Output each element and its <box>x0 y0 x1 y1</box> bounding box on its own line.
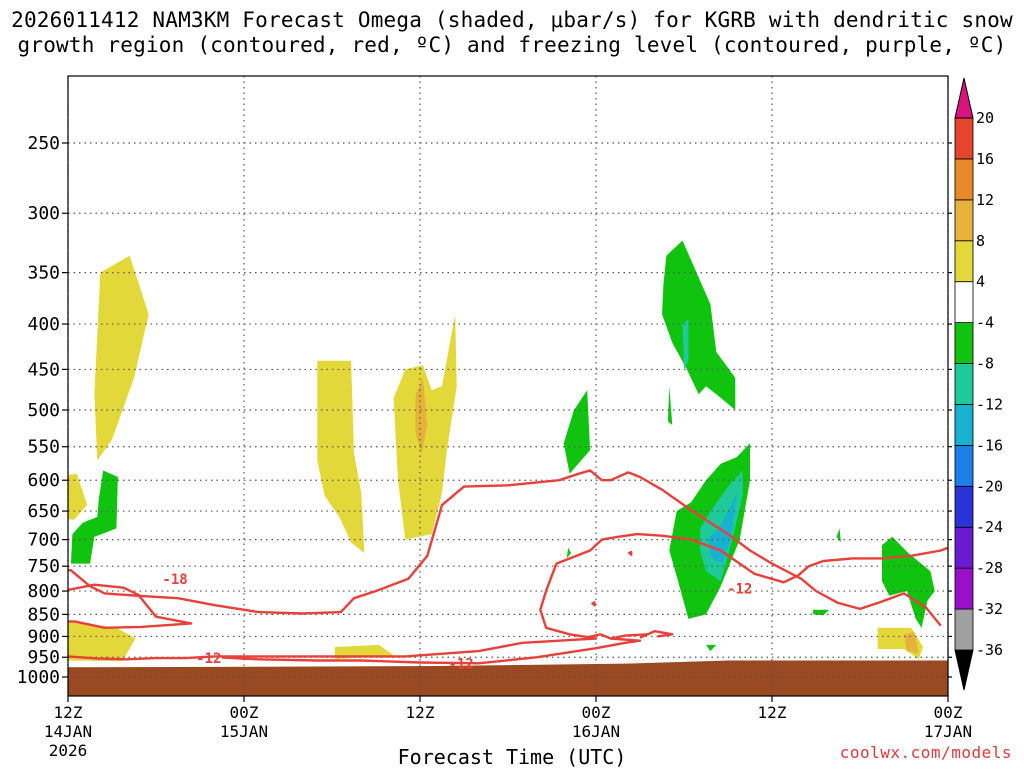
colorbar-bin <box>954 158 974 201</box>
dendritic-contours: -18 -12 -12 -12 <box>68 469 948 672</box>
ground-fill <box>68 660 948 696</box>
x-tick-label: 17JAN <box>924 722 972 741</box>
y-tick-label: 750 <box>27 556 60 577</box>
contour-line-9 <box>590 601 596 607</box>
y-tick-label: 450 <box>27 359 60 380</box>
omega-region-green-neg4-neg8 <box>662 240 736 410</box>
colorbar-label: 20 <box>976 109 994 127</box>
colorbar-bin <box>954 404 974 446</box>
colorbar-bin <box>954 322 974 364</box>
colorbar-label: 12 <box>976 191 994 209</box>
omega-region-green-neg4-neg8 <box>566 547 572 559</box>
colorbar-bin <box>954 363 974 405</box>
colorbar-label: -24 <box>976 518 1003 536</box>
y-tick-label: 250 <box>27 133 60 154</box>
grid-lines <box>67 76 949 696</box>
contour-line-1 <box>68 583 193 629</box>
y-tick-label: 600 <box>27 470 60 491</box>
colorbar-label: -12 <box>976 395 1003 413</box>
colorbar-bin <box>954 649 974 691</box>
x-tick-label: 12Z <box>54 703 83 722</box>
colorbar-bin <box>954 117 974 160</box>
omega-region-yellow-4-8 <box>317 360 365 554</box>
colorbar-bin <box>954 281 974 324</box>
x-tick-label: 15JAN <box>220 722 268 741</box>
colorbar-bin <box>954 526 974 569</box>
contour-line-7 <box>639 630 674 639</box>
omega-region-green-neg4-neg8 <box>706 644 717 652</box>
contour-line-0 <box>68 469 942 627</box>
colorbar-bin <box>954 77 974 119</box>
colorbar-label: -8 <box>976 355 994 373</box>
omega-shading <box>68 240 935 662</box>
contour-label: -12 <box>448 656 473 672</box>
omega-region-teal-neg8-neg12 <box>682 319 689 370</box>
omega-region-green-neg4-neg8 <box>667 386 673 426</box>
contour-label: -12 <box>727 582 752 598</box>
contour-line-3 <box>68 563 598 661</box>
omega-region-orange-8-12 <box>904 632 919 654</box>
omega-region-orange-8-12 <box>415 377 428 454</box>
y-tick-label: 300 <box>27 203 60 224</box>
y-tick-label: 700 <box>27 530 60 551</box>
credit-link[interactable]: coolwx.com/models <box>839 743 1012 762</box>
contour-line-2 <box>555 532 948 584</box>
chart-title-line-2: growth region (contoured, red, ºC) and f… <box>17 33 1007 57</box>
x-tick-label: 14JAN <box>44 722 92 741</box>
y-tick-label: 500 <box>27 400 60 421</box>
y-tick-label: 850 <box>27 604 60 625</box>
omega-region-green-neg4-neg8 <box>836 528 841 543</box>
omega-region-yellow-4-8 <box>68 473 88 520</box>
colorbar-label: -28 <box>976 559 1003 577</box>
omega-region-yellow-4-8 <box>68 621 136 662</box>
x-tick-label: 00Z <box>582 703 611 722</box>
contour-label: -12 <box>196 651 221 667</box>
omega-region-green-neg4-neg8 <box>813 609 830 616</box>
colorbar-bin <box>954 199 974 242</box>
x-tick-label: 16JAN <box>572 722 620 741</box>
x-tick-label: 00Z <box>230 703 259 722</box>
colorbar-bin <box>954 608 974 651</box>
x-tick-label: 2026 <box>49 741 88 760</box>
colorbar: -36 -32 -28 -24 -20 -16 -12 -8 -4 4 8 12 16 20 <box>954 77 1003 691</box>
colorbar-label: 4 <box>976 273 985 291</box>
colorbar-label: -16 <box>976 436 1003 454</box>
colorbar-bin <box>954 567 974 610</box>
contour-label: -18 <box>162 572 187 588</box>
colorbar-label: -36 <box>976 641 1003 659</box>
contour-line-6 <box>585 633 612 640</box>
plot-frame <box>67 75 949 697</box>
y-tick-label: 800 <box>27 581 60 602</box>
omega-region-green-neg4-neg8 <box>70 470 118 564</box>
colorbar-label: 8 <box>976 232 985 250</box>
colorbar-label: -4 <box>976 314 994 332</box>
y-tick-label: 1000 <box>17 667 60 688</box>
x-tick-label: 12Z <box>758 703 787 722</box>
y-tick-label: 400 <box>27 314 60 335</box>
colorbar-bin <box>954 240 974 283</box>
y-tick-label: 950 <box>27 647 60 668</box>
chart-title-line-1: 2026011412 NAM3KM Forecast Omega (shaded… <box>11 8 1013 32</box>
colorbar-label: 16 <box>976 150 994 168</box>
contour-line-8 <box>627 550 633 556</box>
colorbar-bin <box>954 485 974 528</box>
plot-border <box>67 75 949 697</box>
x-tick-label: 00Z <box>934 703 963 722</box>
ground-layer <box>68 660 948 696</box>
colorbar-label: -32 <box>976 600 1003 618</box>
y-tick-label: 650 <box>27 501 60 522</box>
y-tick-label: 550 <box>27 437 60 458</box>
x-tick-label: 12Z <box>406 703 435 722</box>
colorbar-label: -20 <box>976 477 1003 495</box>
x-axis-label: Forecast Time (UTC) <box>397 745 627 769</box>
omega-region-yellow-4-8 <box>94 255 149 461</box>
omega-region-green-neg4-neg8 <box>563 390 591 474</box>
y-tick-label: 350 <box>27 263 60 284</box>
colorbar-bin <box>954 444 974 487</box>
y-axis-ticks: 2503003504004505005506006507007508008509… <box>17 133 952 688</box>
y-tick-label: 900 <box>27 626 60 647</box>
